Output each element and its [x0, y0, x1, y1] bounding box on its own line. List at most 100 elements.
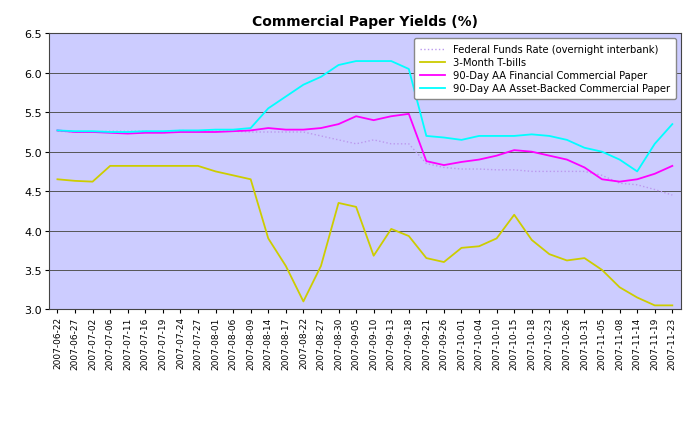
90-Day AA Asset-Backed Commercial Paper: [264, 107, 272, 112]
90-Day AA Asset-Backed Commercial Paper: [668, 122, 676, 127]
Federal Funds Rate (overnight interbank): [493, 168, 501, 173]
90-Day AA Asset-Backed Commercial Paper: [598, 150, 606, 155]
90-Day AA Financial Commercial Paper: [54, 129, 62, 134]
90-Day AA Asset-Backed Commercial Paper: [404, 67, 413, 72]
90-Day AA Asset-Backed Commercial Paper: [457, 138, 466, 143]
3-Month T-bills: [54, 177, 62, 182]
90-Day AA Asset-Backed Commercial Paper: [54, 129, 62, 134]
3-Month T-bills: [440, 260, 448, 265]
3-Month T-bills: [194, 164, 202, 169]
90-Day AA Asset-Backed Commercial Paper: [422, 134, 430, 139]
90-Day AA Financial Commercial Paper: [317, 126, 325, 131]
90-Day AA Asset-Backed Commercial Paper: [141, 129, 149, 135]
3-Month T-bills: [317, 264, 325, 269]
90-Day AA Asset-Backed Commercial Paper: [317, 75, 325, 80]
90-Day AA Financial Commercial Paper: [545, 154, 553, 159]
90-Day AA Financial Commercial Paper: [158, 131, 167, 136]
90-Day AA Financial Commercial Paper: [247, 129, 255, 134]
3-Month T-bills: [404, 234, 413, 239]
3-Month T-bills: [563, 258, 571, 264]
90-Day AA Asset-Backed Commercial Paper: [387, 59, 395, 64]
Line: 90-Day AA Financial Commercial Paper: 90-Day AA Financial Commercial Paper: [58, 115, 672, 182]
3-Month T-bills: [475, 244, 483, 249]
90-Day AA Financial Commercial Paper: [598, 177, 606, 182]
Federal Funds Rate (overnight interbank): [247, 130, 255, 135]
90-Day AA Asset-Backed Commercial Paper: [88, 129, 97, 135]
Federal Funds Rate (overnight interbank): [158, 131, 167, 136]
Federal Funds Rate (overnight interbank): [370, 138, 378, 143]
Line: Federal Funds Rate (overnight interbank): Federal Funds Rate (overnight interbank): [58, 131, 672, 196]
3-Month T-bills: [422, 256, 430, 261]
90-Day AA Financial Commercial Paper: [229, 129, 237, 135]
90-Day AA Asset-Backed Commercial Paper: [281, 95, 290, 100]
Federal Funds Rate (overnight interbank): [387, 142, 395, 147]
Line: 3-Month T-bills: 3-Month T-bills: [58, 166, 672, 306]
3-Month T-bills: [124, 164, 132, 169]
Federal Funds Rate (overnight interbank): [545, 169, 553, 175]
90-Day AA Financial Commercial Paper: [493, 154, 501, 159]
90-Day AA Financial Commercial Paper: [71, 130, 79, 135]
Federal Funds Rate (overnight interbank): [54, 129, 62, 135]
Federal Funds Rate (overnight interbank): [580, 169, 589, 175]
Federal Funds Rate (overnight interbank): [475, 167, 483, 172]
Federal Funds Rate (overnight interbank): [106, 129, 114, 135]
90-Day AA Asset-Backed Commercial Paper: [510, 134, 518, 139]
3-Month T-bills: [493, 236, 501, 241]
90-Day AA Asset-Backed Commercial Paper: [229, 128, 237, 133]
90-Day AA Financial Commercial Paper: [510, 148, 518, 154]
3-Month T-bills: [580, 256, 589, 261]
Federal Funds Rate (overnight interbank): [528, 169, 536, 175]
90-Day AA Asset-Backed Commercial Paper: [616, 158, 624, 163]
Federal Funds Rate (overnight interbank): [71, 130, 79, 135]
Federal Funds Rate (overnight interbank): [457, 167, 466, 172]
90-Day AA Asset-Backed Commercial Paper: [440, 135, 448, 141]
Federal Funds Rate (overnight interbank): [510, 168, 518, 173]
3-Month T-bills: [158, 164, 167, 169]
90-Day AA Asset-Backed Commercial Paper: [71, 129, 79, 135]
90-Day AA Asset-Backed Commercial Paper: [651, 142, 659, 147]
3-Month T-bills: [510, 213, 518, 218]
90-Day AA Financial Commercial Paper: [352, 114, 360, 120]
90-Day AA Asset-Backed Commercial Paper: [370, 59, 378, 64]
90-Day AA Asset-Backed Commercial Paper: [211, 128, 220, 133]
Legend: Federal Funds Rate (overnight interbank), 3-Month T-bills, 90-Day AA Financial C: Federal Funds Rate (overnight interbank)…: [414, 40, 676, 100]
90-Day AA Financial Commercial Paper: [633, 177, 641, 182]
90-Day AA Financial Commercial Paper: [194, 130, 202, 135]
Federal Funds Rate (overnight interbank): [598, 173, 606, 178]
3-Month T-bills: [300, 299, 308, 304]
Federal Funds Rate (overnight interbank): [633, 183, 641, 188]
90-Day AA Financial Commercial Paper: [211, 130, 220, 135]
90-Day AA Financial Commercial Paper: [281, 128, 290, 133]
3-Month T-bills: [281, 264, 290, 269]
Federal Funds Rate (overnight interbank): [651, 187, 659, 193]
3-Month T-bills: [651, 303, 659, 308]
90-Day AA Financial Commercial Paper: [563, 158, 571, 163]
3-Month T-bills: [370, 254, 378, 259]
90-Day AA Asset-Backed Commercial Paper: [194, 129, 202, 134]
Line: 90-Day AA Asset-Backed Commercial Paper: 90-Day AA Asset-Backed Commercial Paper: [58, 62, 672, 172]
90-Day AA Financial Commercial Paper: [264, 126, 272, 131]
Federal Funds Rate (overnight interbank): [422, 162, 430, 167]
Federal Funds Rate (overnight interbank): [264, 130, 272, 135]
Federal Funds Rate (overnight interbank): [141, 129, 149, 135]
3-Month T-bills: [88, 180, 97, 185]
Federal Funds Rate (overnight interbank): [88, 130, 97, 135]
90-Day AA Financial Commercial Paper: [404, 112, 413, 117]
90-Day AA Asset-Backed Commercial Paper: [124, 130, 132, 135]
3-Month T-bills: [264, 236, 272, 241]
90-Day AA Financial Commercial Paper: [668, 164, 676, 169]
Federal Funds Rate (overnight interbank): [352, 142, 360, 147]
90-Day AA Financial Commercial Paper: [370, 118, 378, 123]
90-Day AA Asset-Backed Commercial Paper: [158, 129, 167, 135]
3-Month T-bills: [598, 268, 606, 273]
90-Day AA Asset-Backed Commercial Paper: [475, 134, 483, 139]
90-Day AA Asset-Backed Commercial Paper: [563, 138, 571, 143]
90-Day AA Asset-Backed Commercial Paper: [300, 83, 308, 88]
90-Day AA Asset-Backed Commercial Paper: [545, 134, 553, 139]
90-Day AA Financial Commercial Paper: [334, 122, 343, 127]
3-Month T-bills: [668, 303, 676, 308]
90-Day AA Financial Commercial Paper: [457, 160, 466, 165]
Federal Funds Rate (overnight interbank): [440, 166, 448, 171]
Federal Funds Rate (overnight interbank): [194, 129, 202, 135]
3-Month T-bills: [352, 205, 360, 210]
